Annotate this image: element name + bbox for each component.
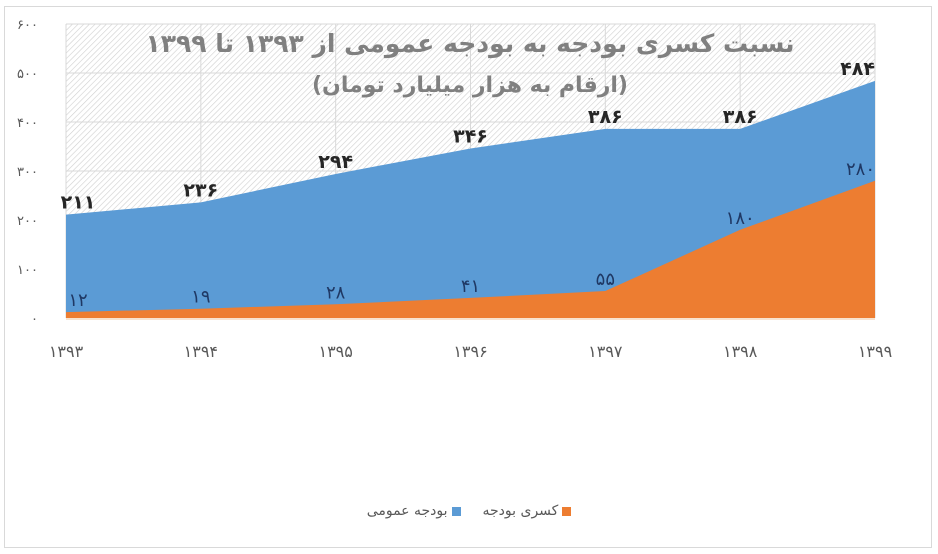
y-tick-label: ۱۰۰: [17, 263, 38, 278]
chart-title: نسبت کسری بودجه به بودجه عمومی از ۱۳۹۳ ت…: [145, 29, 794, 59]
legend-label: کسری بودجه: [482, 503, 559, 519]
data-labels-budget-deficit: ۱۲ ۱۹ ۲۸ ۴۱ ۵۵ ۱۸۰ ۲۸۰: [68, 159, 875, 311]
x-tick-label: ۱۳۹۵: [318, 342, 352, 361]
chart-subtitle: (ارقام به هزار میلیارد تومان): [312, 73, 628, 98]
data-label: ۵۵: [596, 269, 615, 290]
x-tick-label: ۱۳۹۴: [184, 342, 218, 361]
series-area-general-budget: [66, 80, 875, 318]
data-label: ۱۸۰: [726, 208, 755, 229]
x-tick-label: ۱۳۹۶: [453, 342, 487, 361]
y-tick-label: ۵۰۰: [17, 67, 38, 82]
legend-item-budget-deficit[interactable]: کسری بودجه: [483, 503, 572, 519]
data-label: ۳۸۶: [588, 106, 623, 128]
y-tick-label: ۲۰۰: [17, 214, 38, 229]
data-label: ۳۸۶: [723, 106, 758, 128]
data-label: ۲۹۴: [318, 151, 353, 173]
legend-swatch-blue: [451, 506, 461, 516]
data-label: ۱۹: [191, 287, 210, 308]
data-label: ۲۸۰: [846, 159, 875, 180]
x-tick-label: ۱۳۹۹: [858, 342, 892, 361]
data-label: ۲۱۱: [61, 192, 96, 214]
data-label: ۲۸: [326, 282, 346, 303]
data-label: ۱۲: [68, 290, 87, 311]
legend: کسری بودجه بودجه عمومی: [0, 503, 938, 519]
y-tick-label: ۶۰۰: [17, 18, 38, 33]
series-area-budget-deficit: [66, 180, 875, 318]
y-axis-tick-labels: ۰ ۱۰۰ ۲۰۰ ۳۰۰ ۴۰۰ ۵۰۰ ۶۰۰: [17, 18, 38, 327]
x-tick-label: ۱۳۹۳: [49, 342, 84, 361]
data-label: ۲۳۶: [183, 179, 218, 201]
data-labels-general-budget: ۲۱۱ ۲۳۶ ۲۹۴ ۳۴۶ ۳۸۶ ۳۸۶ ۴۸۴: [61, 58, 875, 214]
x-axis-tick-labels: ۱۳۹۳ ۱۳۹۴ ۱۳۹۵ ۱۳۹۶ ۱۳۹۷ ۱۳۹۸ ۱۳۹۹: [49, 342, 892, 361]
legend-item-general-budget[interactable]: بودجه عمومی: [367, 503, 461, 519]
y-tick-label: ۳۰۰: [17, 165, 38, 180]
x-tick-label: ۱۳۹۷: [588, 342, 623, 361]
data-label: ۳۴۶: [453, 125, 488, 147]
y-tick-label: ۰: [31, 312, 38, 327]
legend-label: بودجه عمومی: [366, 503, 448, 519]
x-tick-label: ۱۳۹۸: [723, 342, 758, 361]
data-label: ۴۸۴: [840, 58, 875, 80]
data-label: ۴۱: [461, 276, 480, 297]
y-tick-label: ۴۰۰: [17, 116, 38, 131]
legend-swatch-orange: [562, 506, 572, 516]
